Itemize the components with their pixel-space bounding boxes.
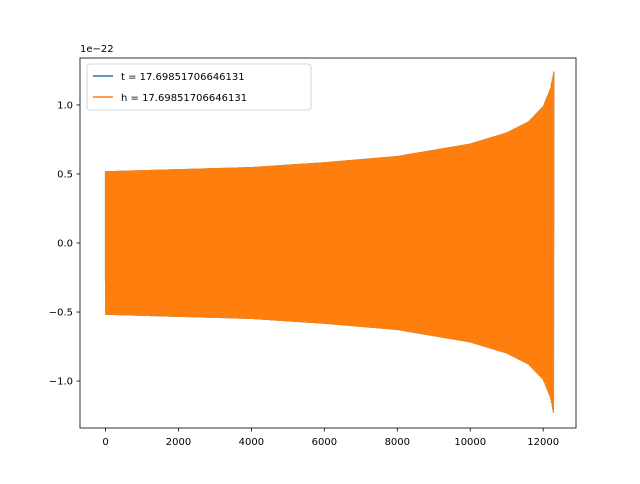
y-offset-label: 1e−22 — [80, 44, 114, 55]
series-layer — [104, 71, 555, 413]
x-tick-label: 8000 — [385, 437, 410, 448]
legend: t = 17.69851706646131 h = 17.698517066461… — [86, 63, 312, 111]
series-line-2 — [104, 71, 555, 413]
y-axis: −1.0 −0.5 0.0 0.5 1.0 — [49, 100, 80, 388]
legend-box — [86, 63, 312, 111]
legend-label-1: t = 17.69851706646131 — [121, 72, 245, 83]
x-tick-label: 4000 — [239, 437, 264, 448]
y-tick-label: 0.5 — [57, 169, 73, 180]
y-tick-label: −1.0 — [49, 377, 73, 388]
legend-label-2: h = 17.69851706646131 — [121, 93, 247, 104]
x-tick-label: 6000 — [312, 437, 337, 448]
y-tick-label: −0.5 — [49, 308, 73, 319]
x-tick-label: 0 — [102, 437, 108, 448]
y-tick-label: 0.0 — [57, 239, 73, 250]
x-tick-label: 12000 — [527, 437, 559, 448]
x-tick-label: 10000 — [454, 437, 486, 448]
y-tick-label: 1.0 — [57, 100, 73, 111]
x-axis: 0 2000 4000 6000 8000 10000 12000 — [102, 428, 559, 448]
x-tick-label: 2000 — [166, 437, 191, 448]
